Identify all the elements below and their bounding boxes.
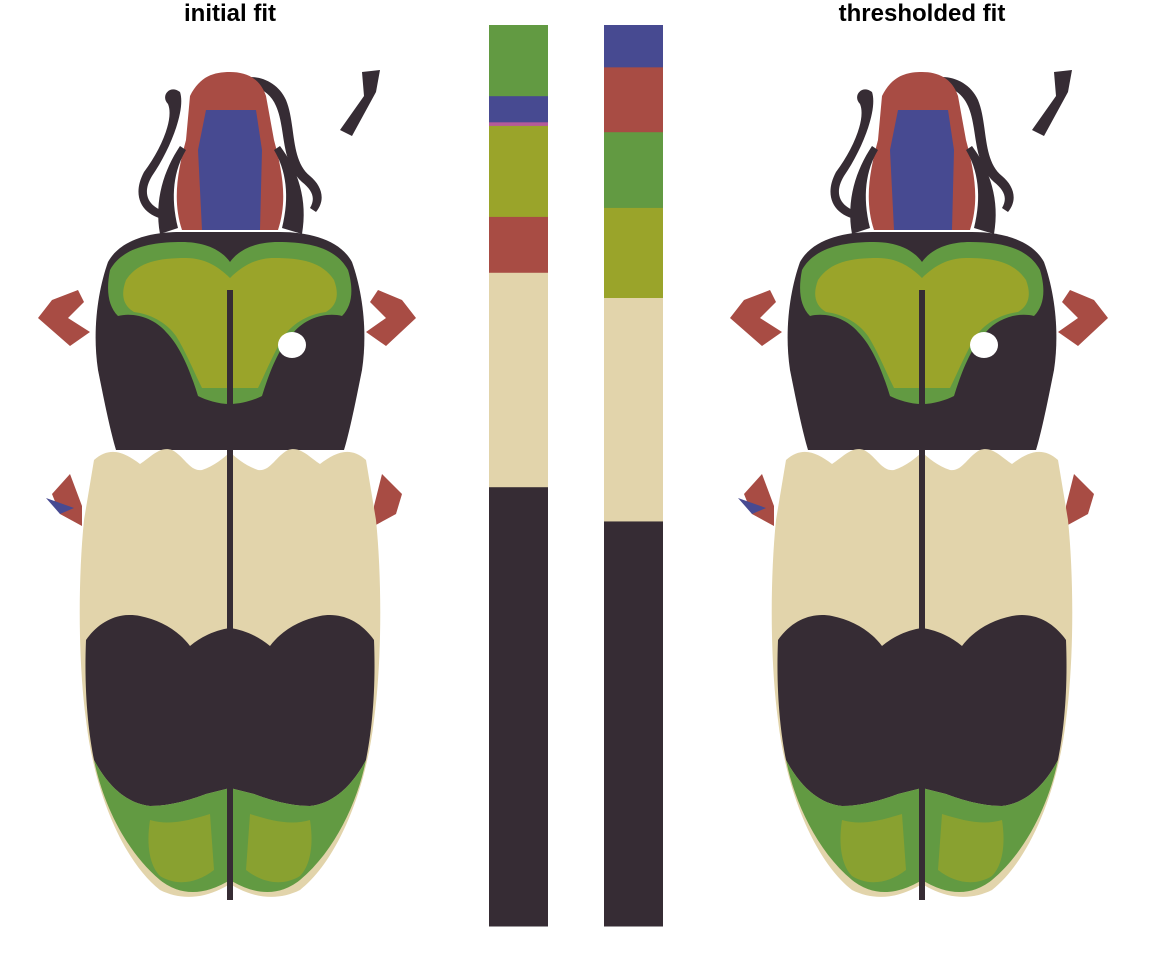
initial-fit-title: initial fit [184, 0, 276, 27]
initial-fit-beetle-image [38, 70, 416, 900]
colorbar-segment-green [604, 132, 663, 209]
colorbar-segment-dark [489, 487, 548, 927]
colorbar-segment-blue [489, 96, 548, 123]
colorbar-segment-pink [489, 122, 548, 127]
thresholded-fit-beetle-image [730, 70, 1108, 900]
colorbar-segment-red [604, 67, 663, 133]
initial-fit-colorbar [489, 25, 548, 927]
thresholded-fit-colorbar [604, 25, 663, 927]
thresholded-fit-title: thresholded fit [838, 0, 1006, 27]
colorbar-segment-blue [604, 25, 663, 68]
colorbar-segment-olive [489, 125, 548, 218]
colorbar-segment-dark [604, 521, 663, 927]
colorbar-segment-cream [604, 298, 663, 522]
colorbar-segment-cream [489, 272, 548, 488]
colorbar-segment-red [489, 216, 548, 274]
colorbar-segment-olive [604, 207, 663, 299]
colorbar-segment-green [489, 25, 548, 97]
